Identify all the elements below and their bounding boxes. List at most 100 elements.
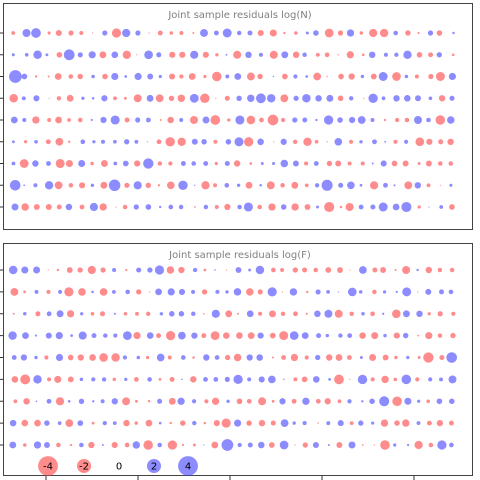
residual-bubble	[269, 50, 278, 59]
residual-bubble	[134, 139, 139, 144]
residual-bubble	[167, 181, 175, 190]
residual-bubble	[451, 311, 456, 316]
residual-bubble	[213, 30, 219, 36]
residual-bubble	[301, 376, 308, 383]
residual-bubble	[123, 419, 130, 427]
residual-bubble	[124, 117, 130, 123]
residual-bubble	[302, 52, 307, 58]
residual-bubble	[210, 331, 220, 341]
residual-bubble	[371, 162, 374, 165]
residual-bubble	[266, 94, 276, 103]
residual-bubble	[438, 161, 443, 166]
residual-bubble	[325, 267, 332, 273]
residual-bubble	[337, 420, 344, 427]
residual-bubble	[361, 444, 364, 446]
residual-bubble	[280, 311, 286, 316]
chart-title: Joint sample residuals log(F)	[168, 250, 311, 261]
residual-bubble	[169, 51, 176, 58]
residual-bubble	[359, 140, 363, 144]
residual-bubble	[359, 332, 366, 339]
residual-bubble	[135, 30, 141, 36]
residual-bubble	[439, 184, 441, 186]
residual-bubble	[372, 289, 377, 295]
residual-bubble	[280, 117, 286, 123]
residual-bubble	[326, 290, 330, 294]
residual-bubble	[280, 183, 285, 188]
residual-bubble	[349, 421, 354, 426]
residual-bubble	[293, 311, 298, 317]
residual-bubble	[291, 398, 297, 404]
residual-bubble	[257, 204, 262, 210]
residual-bubble	[67, 118, 71, 122]
residual-bubble	[449, 442, 454, 448]
residual-bubble	[169, 73, 176, 80]
residual-bubble	[281, 355, 287, 360]
residual-bubble	[145, 419, 153, 427]
residual-bubble	[258, 441, 265, 449]
residual-bubble	[115, 206, 117, 208]
residual-bubble	[346, 51, 354, 59]
residual-bubble	[169, 31, 174, 35]
residual-bubble	[449, 95, 455, 101]
residual-bubble	[249, 162, 253, 165]
residual-bubble	[122, 28, 131, 38]
residual-bubble	[78, 160, 86, 167]
residual-bubble	[100, 399, 105, 404]
residual-bubble	[292, 421, 296, 425]
residual-bubble	[326, 94, 334, 102]
residual-bubble	[89, 202, 98, 212]
residual-bubble	[192, 267, 198, 273]
residual-bubble	[395, 290, 398, 293]
residual-bubble	[392, 309, 401, 319]
residual-bubble	[21, 419, 29, 427]
residual-bubble	[135, 117, 141, 123]
residual-bubble	[147, 73, 154, 80]
residual-bubble	[179, 31, 184, 35]
residual-bubble	[11, 53, 15, 57]
residual-bubble	[32, 160, 39, 167]
residual-bubble	[92, 400, 95, 403]
residual-bubble	[349, 139, 354, 144]
residual-bubble	[223, 332, 230, 339]
residual-bubble	[158, 74, 162, 79]
residual-bubble	[269, 29, 277, 37]
residual-bubble	[213, 183, 218, 188]
residual-bubble	[247, 94, 255, 103]
residual-bubble	[271, 399, 275, 403]
residual-bubble	[179, 51, 186, 58]
residual-bubble	[113, 96, 117, 101]
residual-bubble	[257, 289, 263, 295]
residual-bubble	[382, 290, 387, 294]
residual-bubble	[259, 117, 264, 123]
residual-bubble	[337, 399, 342, 404]
residual-bubble	[221, 439, 234, 451]
residual-bubble	[34, 289, 39, 294]
residual-bubble	[349, 378, 351, 380]
residual-bubble	[112, 267, 117, 273]
residual-bubble	[224, 376, 230, 382]
residual-bubble	[416, 268, 419, 272]
residual-bubble	[301, 332, 309, 339]
residual-bubble	[56, 96, 62, 101]
residual-bubble	[190, 116, 198, 124]
residual-bubble	[125, 268, 128, 272]
residual-bubble	[359, 356, 363, 359]
residual-bubble	[436, 52, 442, 58]
residual-bubble	[246, 115, 256, 125]
residual-bubble	[179, 118, 184, 122]
residual-bubble	[269, 310, 276, 318]
residual-bubble	[124, 377, 128, 382]
residual-bubble	[156, 333, 162, 339]
residual-bubble	[191, 399, 197, 404]
residual-bubble	[335, 354, 343, 361]
residual-bubble	[360, 161, 365, 166]
residual-bubble	[436, 419, 444, 427]
residual-bubble	[80, 312, 84, 316]
residual-bubble	[11, 355, 17, 360]
residual-bubble	[256, 354, 263, 361]
residual-bubble	[302, 267, 308, 273]
residual-bubble	[10, 287, 19, 296]
residual-bubble	[45, 332, 52, 339]
residual-bubble	[293, 74, 298, 79]
residual-bubble	[451, 53, 455, 57]
